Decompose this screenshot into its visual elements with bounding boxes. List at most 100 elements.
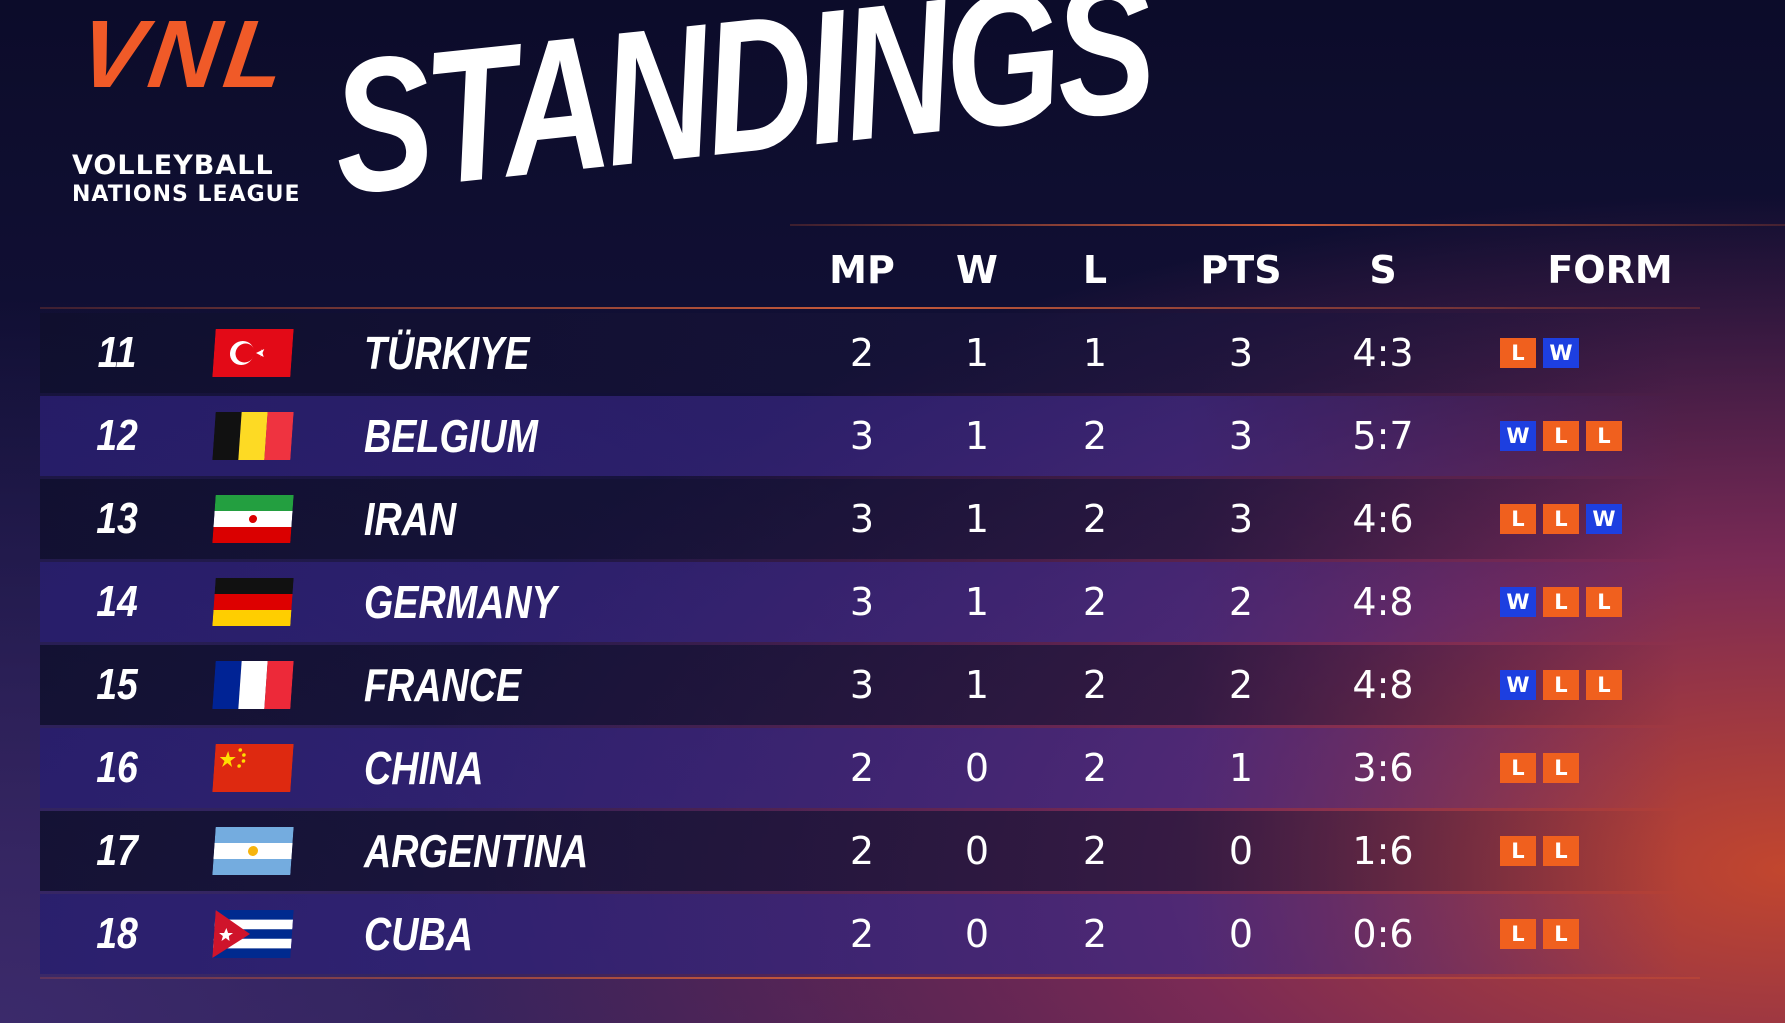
stat-s: 4:8 [1352, 663, 1414, 707]
flag [212, 495, 294, 543]
logo-mark: VNL [72, 1, 298, 108]
stat-s: 4:8 [1352, 580, 1414, 624]
form-badge: L [1500, 504, 1536, 534]
form-badge: L [1543, 836, 1579, 866]
stat-pts: 0 [1228, 912, 1254, 956]
team-name: CUBA [364, 908, 473, 960]
rank: 12 [96, 411, 138, 460]
form-badge: L [1543, 421, 1579, 451]
team-name: ARGENTINA [364, 825, 589, 877]
form-badge: W [1586, 504, 1622, 534]
form-badge: L [1500, 919, 1536, 949]
stat-w: 1 [964, 580, 990, 624]
form-badge: L [1500, 836, 1536, 866]
title: STANDINGS [322, 0, 1160, 236]
stat-pts: 2 [1228, 663, 1254, 707]
stat-w: 1 [964, 663, 990, 707]
stat-w: 1 [964, 497, 990, 541]
flag [212, 412, 294, 460]
table-row [40, 728, 1680, 808]
stat-pts: 1 [1228, 746, 1254, 790]
rank: 16 [96, 743, 138, 792]
stat-mp: 3 [849, 663, 875, 707]
stat-mp: 3 [849, 414, 875, 458]
stat-w: 0 [964, 829, 990, 873]
table-row [40, 562, 1680, 642]
stat-pts: 3 [1228, 414, 1254, 458]
stat-s: 5:7 [1352, 414, 1414, 458]
team-name: TÜRKIYE [364, 327, 530, 379]
column-header: L [1082, 248, 1108, 292]
team-name: FRANCE [364, 659, 522, 711]
stat-w: 0 [964, 912, 990, 956]
stat-l: 1 [1082, 331, 1108, 375]
form-badge: W [1500, 421, 1536, 451]
table-row [40, 811, 1680, 891]
team-name: CHINA [364, 742, 484, 794]
form-badge: L [1586, 587, 1622, 617]
logo-line: VOLLEYBALL [72, 150, 274, 181]
stat-mp: 2 [849, 746, 875, 790]
flag [212, 910, 294, 958]
table-row [40, 479, 1680, 559]
rank: 11 [97, 328, 137, 377]
stat-l: 2 [1082, 414, 1108, 458]
stat-mp: 3 [849, 580, 875, 624]
stat-l: 2 [1082, 580, 1108, 624]
rank: 17 [96, 826, 138, 875]
rank: 18 [96, 909, 138, 958]
stat-l: 2 [1082, 663, 1108, 707]
stat-pts: 3 [1228, 497, 1254, 541]
rank: 14 [96, 577, 138, 626]
form-badge: L [1543, 919, 1579, 949]
stat-w: 1 [964, 331, 990, 375]
stat-s: 4:6 [1352, 497, 1414, 541]
divider [40, 977, 1700, 979]
form-badge: L [1543, 753, 1579, 783]
stat-w: 0 [964, 746, 990, 790]
stat-pts: 3 [1228, 331, 1254, 375]
form-badge: L [1586, 421, 1622, 451]
stat-l: 2 [1082, 497, 1108, 541]
stat-s: 4:3 [1352, 331, 1414, 375]
form-badge: L [1543, 670, 1579, 700]
table-row [40, 396, 1680, 476]
rank: 15 [96, 660, 138, 709]
column-header: S [1369, 248, 1397, 292]
team-name: IRAN [364, 493, 457, 545]
stat-pts: 2 [1228, 580, 1254, 624]
table-row [40, 313, 1680, 393]
table-row [40, 894, 1680, 974]
team-name: GERMANY [364, 576, 557, 628]
form-badge: L [1543, 587, 1579, 617]
flag [212, 827, 294, 875]
form-badge: L [1500, 753, 1536, 783]
table-row [40, 645, 1680, 725]
stat-s: 1:6 [1352, 829, 1414, 873]
stat-s: 3:6 [1352, 746, 1414, 790]
flag [212, 578, 294, 626]
divider [40, 307, 1700, 309]
flag [212, 329, 294, 377]
column-header: FORM [1547, 248, 1673, 292]
stat-pts: 0 [1228, 829, 1254, 873]
flag [212, 744, 294, 792]
flag [212, 661, 294, 709]
form-badge: L [1543, 504, 1579, 534]
column-header: PTS [1200, 248, 1282, 292]
stat-l: 2 [1082, 746, 1108, 790]
rank: 13 [96, 494, 138, 543]
stat-s: 0:6 [1352, 912, 1414, 956]
stat-w: 1 [964, 414, 990, 458]
stat-mp: 3 [849, 497, 875, 541]
column-header: MP [829, 248, 895, 292]
form-badge: L [1586, 670, 1622, 700]
stat-mp: 2 [849, 829, 875, 873]
form-badge: W [1543, 338, 1579, 368]
logo-line: NATIONS LEAGUE [72, 182, 301, 207]
team-name: BELGIUM [364, 410, 538, 462]
form-badge: L [1500, 338, 1536, 368]
stat-mp: 2 [849, 912, 875, 956]
form-badge: W [1500, 670, 1536, 700]
